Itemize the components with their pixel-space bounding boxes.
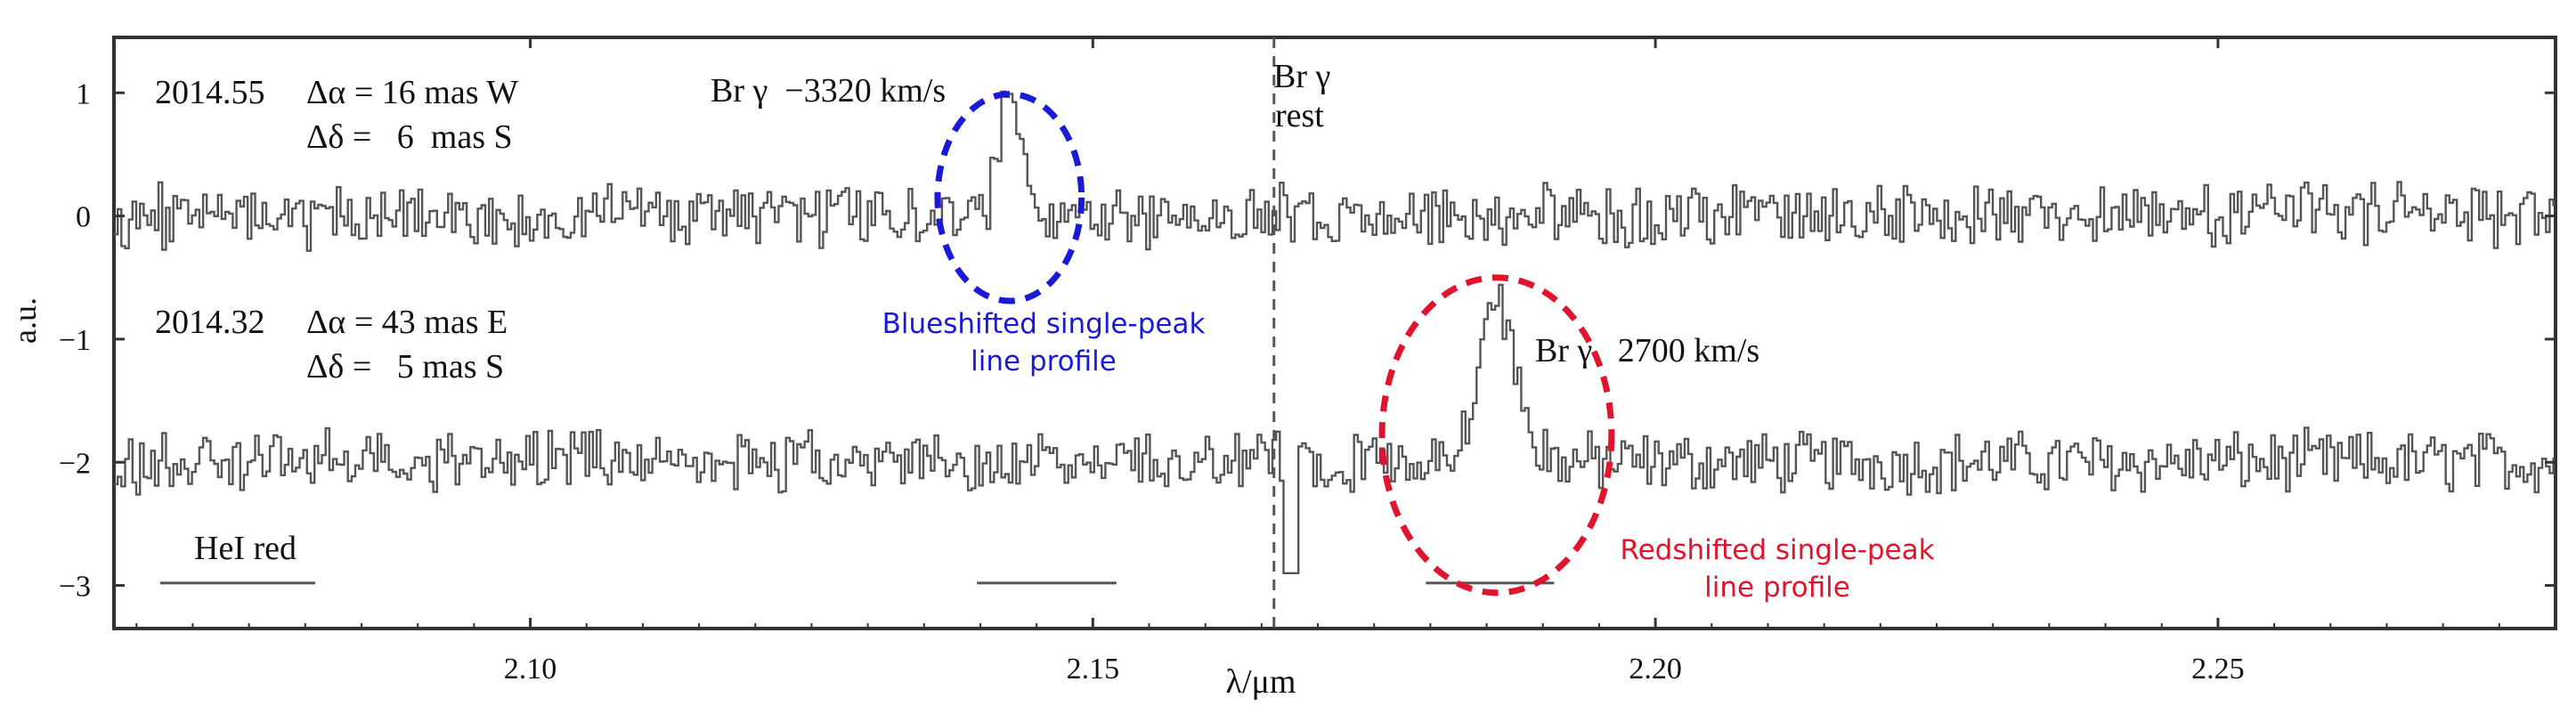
- series-line-2014.55: [114, 90, 2555, 252]
- annotation-ellipse-0: [934, 91, 1085, 304]
- annotation-blueshifted-line2: line profile: [971, 345, 1117, 377]
- hei-red-label: HeI red: [194, 530, 297, 567]
- series-layer: [114, 90, 2555, 574]
- x-tick-label-2.20: 2.20: [1629, 653, 1682, 686]
- annotation-redshifted-line1: Redshifted single-peak: [1620, 534, 1934, 566]
- y-tick-label-minus-1: −1: [59, 324, 91, 357]
- peak-label-blueshifted: Br γ −3320 km/s: [711, 72, 946, 110]
- y-tick-label-0: 0: [76, 201, 91, 234]
- x-tick-label-2.10: 2.10: [504, 653, 557, 686]
- offset-ra-bottom: Δα = 43 mas E: [306, 304, 508, 341]
- series-line-2014.32: [114, 283, 2555, 574]
- x-axis-label: λ/μm: [1226, 663, 1296, 701]
- peak-label-redshifted: Br γ 2700 km/s: [1535, 332, 1759, 369]
- y-tick-label-minus-2: −2: [59, 447, 91, 480]
- offset-dec-top: Δδ = 6 mas S: [306, 118, 513, 156]
- x-tick-label-2.15: 2.15: [1067, 653, 1120, 686]
- x-tick-label-2.25: 2.25: [2191, 653, 2245, 686]
- y-axis-label: a.u.: [7, 297, 43, 344]
- y-tick-label-1: 1: [76, 77, 91, 110]
- annotation-blueshifted-line1: Blueshifted single-peak: [882, 308, 1206, 340]
- epoch-label-top: 2014.55: [155, 74, 265, 111]
- annotation-ellipse-1: [1378, 274, 1615, 596]
- y-tick-label-minus-3: −3: [59, 571, 91, 604]
- annotation-ellipses: [934, 91, 1615, 596]
- rest-label-line2: rest: [1275, 97, 1324, 134]
- offset-dec-bottom: Δδ = 5 mas S: [306, 348, 504, 385]
- annotation-redshifted-line2: line profile: [1704, 572, 1850, 604]
- rest-label-line1: Br γ: [1273, 58, 1330, 95]
- axis-ticks: [114, 37, 2556, 629]
- epoch-label-bottom: 2014.32: [155, 304, 265, 341]
- offset-ra-top: Δα = 16 mas W: [306, 74, 518, 111]
- plot-frame: [112, 36, 2557, 630]
